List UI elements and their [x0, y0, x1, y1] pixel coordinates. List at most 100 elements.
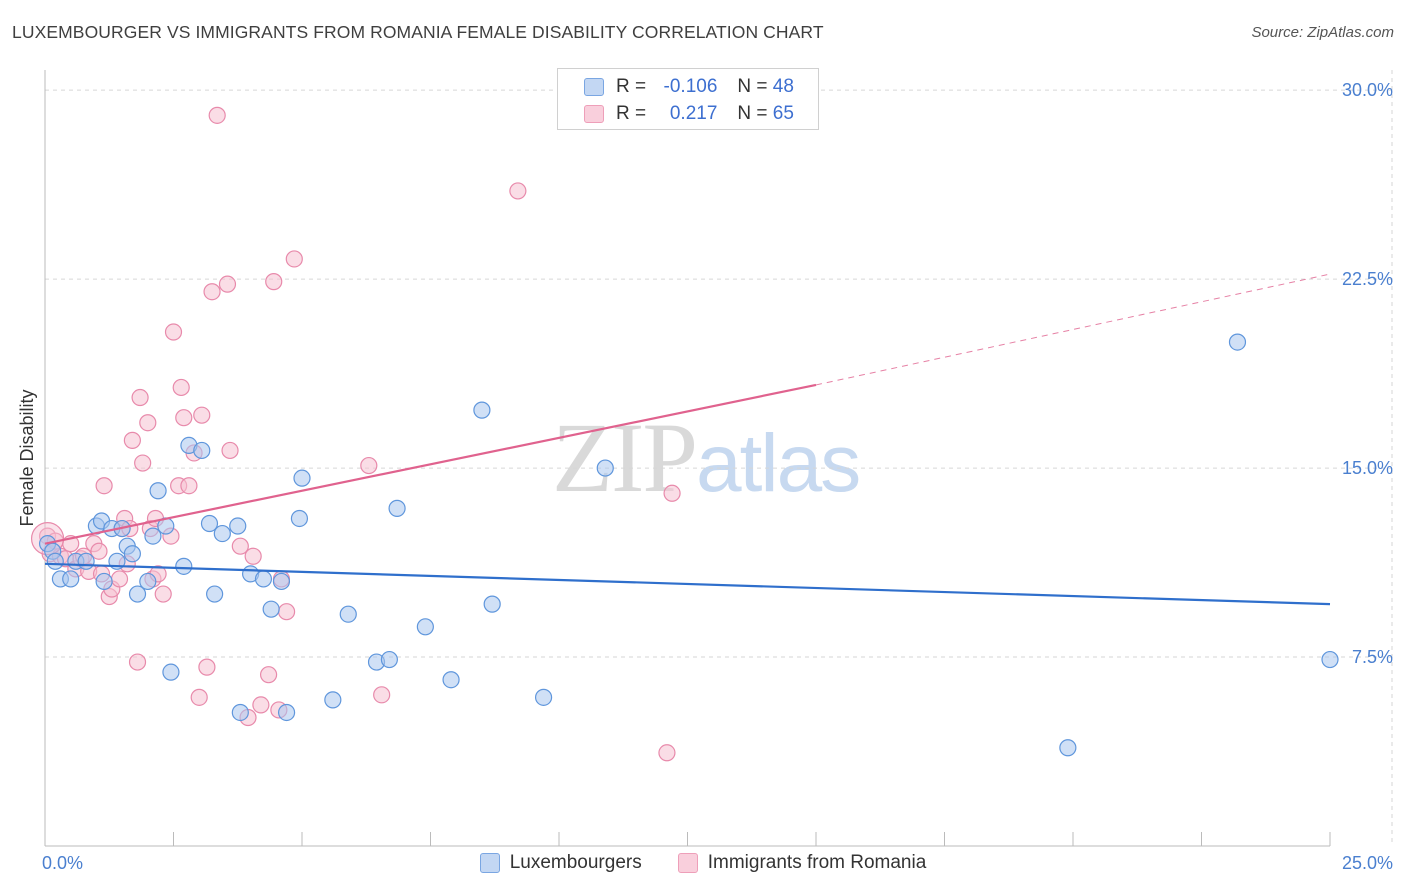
data-point [339, 605, 357, 623]
data-point [131, 388, 149, 407]
data-point [231, 703, 249, 722]
gridlines [45, 70, 1393, 846]
blue-swatch [479, 853, 500, 873]
n-value-romania: 65 [772, 103, 794, 124]
data-point [123, 431, 141, 449]
data-point [139, 572, 157, 591]
legend-row-romania: R = 0.217 N = 65 [584, 101, 794, 127]
data-point [259, 666, 278, 684]
data-point [208, 106, 226, 124]
legend-item-luxembourgers[interactable]: Luxembourgers [479, 852, 642, 874]
data-point [221, 441, 239, 460]
data-point [175, 409, 193, 427]
pink-swatch [584, 105, 604, 123]
data-point [442, 671, 460, 689]
data-point [534, 688, 553, 706]
data-point [360, 456, 378, 475]
data-point [483, 595, 501, 613]
chart-title: LUXEMBOURGER VS IMMIGRANTS FROM ROMANIA … [12, 22, 824, 42]
data-point [172, 378, 190, 397]
data-point [285, 250, 303, 268]
data-point [231, 537, 249, 555]
y-axis-title: Female Disability [17, 389, 37, 526]
data-point [110, 570, 129, 588]
data-point [416, 618, 434, 636]
data-point [90, 542, 108, 560]
blue-swatch [584, 78, 604, 96]
data-point [509, 182, 527, 200]
data-point [198, 658, 216, 676]
data-point [380, 650, 398, 669]
data-point [262, 600, 280, 618]
y-tick-label: 30.0% [1342, 80, 1393, 100]
legend-item-romania[interactable]: Immigrants from Romania [677, 852, 927, 874]
r-label: R = [616, 76, 647, 97]
data-point [128, 585, 147, 603]
data-point [272, 572, 291, 591]
series-legend: Luxembourgers Immigrants from Romania [0, 852, 1406, 874]
data-point [1228, 333, 1247, 351]
data-point [324, 691, 342, 709]
data-point [213, 524, 231, 543]
data-point [134, 454, 152, 472]
data-point [139, 414, 157, 432]
r-value-luxembourgers: -0.106 [663, 76, 718, 97]
pink-swatch [677, 853, 698, 873]
n-label: N = [737, 103, 768, 124]
data-point [663, 484, 681, 502]
axes [44, 70, 1331, 847]
data-point [154, 585, 172, 603]
source-credit: Source: ZipAtlas.com [1251, 24, 1394, 41]
data-point [218, 275, 237, 293]
data-point [95, 477, 113, 495]
trend-line-luxembourgers [44, 562, 1331, 606]
data-point [164, 323, 183, 341]
data-point [1321, 650, 1339, 669]
r-label: R = [616, 103, 647, 124]
data-point [46, 552, 64, 570]
correlation-legend: R = -0.106 N = 48 R = 0.217 N = 65 [557, 68, 819, 130]
data-point [229, 517, 247, 535]
data-point [128, 653, 147, 671]
data-point [149, 482, 167, 500]
data-point [200, 514, 219, 533]
r-value-romania: 0.217 [669, 103, 718, 124]
x-tick-label: 25.0% [1342, 853, 1393, 873]
data-point [1059, 739, 1077, 757]
data-point [95, 572, 113, 591]
data-point [473, 401, 491, 419]
data-point [175, 557, 193, 575]
x-tick-label: 0.0% [42, 853, 83, 873]
trend-lines [44, 273, 1331, 606]
data-point [162, 663, 180, 681]
data-point [277, 703, 296, 722]
data-point [77, 552, 95, 570]
legend-label-romania: Immigrants from Romania [707, 852, 927, 873]
n-value-luxembourgers: 48 [772, 76, 794, 97]
y-tick-label: 7.5% [1352, 647, 1393, 667]
y-tick-label: 15.0% [1342, 458, 1393, 478]
data-point [123, 545, 141, 563]
data-point [277, 603, 296, 621]
data-point [658, 744, 676, 762]
data-point [388, 499, 406, 517]
trend-line-romania-extension [815, 273, 1331, 386]
data-point [62, 570, 80, 588]
data-point [596, 459, 614, 477]
data-point [254, 570, 273, 588]
data-point [293, 469, 311, 487]
data-point [244, 547, 262, 565]
data-point [193, 441, 211, 460]
data-point [180, 477, 198, 495]
data-point [252, 696, 270, 714]
data-point [190, 688, 208, 706]
data-point [193, 406, 211, 424]
data-point [203, 283, 221, 301]
data-point [144, 527, 162, 545]
legend-row-luxembourgers: R = -0.106 N = 48 [584, 74, 794, 100]
trend-line-romania [44, 383, 817, 545]
watermark-atlas: atlas [696, 418, 861, 509]
y-tick-label: 22.5% [1342, 269, 1393, 289]
n-label: N = [737, 76, 768, 97]
